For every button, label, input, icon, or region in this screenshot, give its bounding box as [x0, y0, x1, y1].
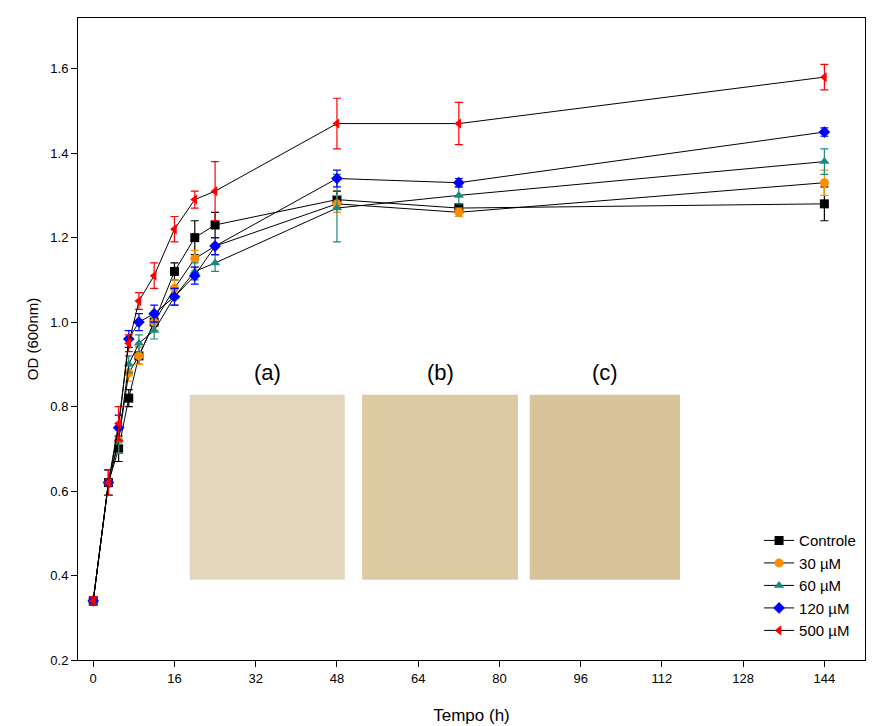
svg-text:0.4: 0.4	[50, 568, 68, 583]
svg-text:0.2: 0.2	[50, 653, 68, 668]
svg-text:16: 16	[167, 671, 181, 686]
svg-text:32: 32	[248, 671, 262, 686]
svg-text:1.2: 1.2	[50, 230, 68, 245]
svg-text:64: 64	[411, 671, 425, 686]
svg-text:112: 112	[652, 671, 673, 686]
svg-text:128: 128	[732, 671, 754, 686]
svg-text:1.0: 1.0	[50, 315, 68, 330]
svg-text:500 µM: 500 µM	[799, 622, 849, 639]
svg-text:48: 48	[330, 671, 344, 686]
svg-text:1.6: 1.6	[50, 61, 68, 76]
svg-text:0: 0	[90, 671, 97, 686]
svg-text:1.4: 1.4	[50, 146, 68, 161]
svg-text:Controle: Controle	[799, 532, 856, 549]
svg-text:80: 80	[492, 671, 506, 686]
svg-text:0.6: 0.6	[50, 484, 68, 499]
svg-text:30 µM: 30 µM	[799, 555, 841, 572]
svg-text:Tempo (h): Tempo (h)	[433, 706, 510, 725]
svg-text:OD (600nm): OD (600nm)	[24, 298, 41, 381]
svg-text:(a): (a)	[254, 360, 281, 385]
svg-text:120 µM: 120 µM	[799, 600, 849, 617]
svg-text:60 µM: 60 µM	[799, 577, 841, 594]
svg-text:(b): (b)	[427, 360, 454, 385]
svg-text:144: 144	[814, 671, 836, 686]
svg-text:96: 96	[573, 671, 587, 686]
svg-text:(c): (c)	[592, 360, 618, 385]
svg-text:0.8: 0.8	[50, 399, 68, 414]
